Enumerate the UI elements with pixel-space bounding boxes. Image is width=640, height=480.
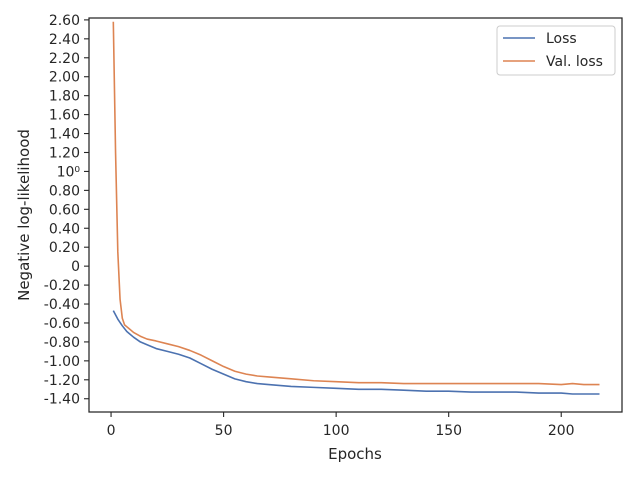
y-axis: 2.60 2.40 2.20 2.00 1.80 1.60 1.40 1.20 10⁰ 0.80 0… bbox=[44, 13, 89, 408]
y-tick-label: 1.60 bbox=[49, 108, 80, 124]
x-tick-label: 150 bbox=[435, 423, 462, 439]
y-tick-label: 0.40 bbox=[49, 221, 80, 237]
x-tick-label: 100 bbox=[323, 423, 350, 439]
y-tick-label: 0 bbox=[71, 259, 80, 275]
x-axis-title: Epochs bbox=[328, 445, 382, 463]
legend: Loss Val. loss bbox=[496, 25, 616, 76]
series-line-loss bbox=[112, 310, 600, 395]
y-tick-label: -1.40 bbox=[44, 392, 80, 408]
y-tick-label: 0.60 bbox=[49, 202, 80, 218]
y-tick-label: 2.20 bbox=[49, 51, 80, 67]
legend-label-loss: Loss bbox=[546, 31, 577, 47]
x-tick-label: 50 bbox=[215, 423, 233, 439]
y-tick-label: 0.80 bbox=[49, 183, 80, 199]
y-tick-label: -1.20 bbox=[44, 373, 80, 389]
series-group bbox=[112, 21, 600, 395]
y-tick-label: 1.40 bbox=[49, 127, 80, 143]
series-line-val-loss bbox=[112, 21, 600, 386]
y-tick-label: 2.60 bbox=[49, 13, 80, 29]
y-tick-label: -0.80 bbox=[44, 335, 80, 351]
x-tick-label: 200 bbox=[548, 423, 575, 439]
x-tick-label: 0 bbox=[107, 423, 116, 439]
y-axis-title: Negative log-likelihood bbox=[15, 129, 33, 301]
y-tick-label: -0.20 bbox=[44, 278, 80, 294]
y-tick-label: -0.60 bbox=[44, 316, 80, 332]
x-axis: 0 50 100 150 200 bbox=[107, 412, 575, 439]
y-tick-label: 1.20 bbox=[49, 145, 80, 161]
y-tick-label: -1.00 bbox=[44, 354, 80, 370]
y-tick-label: 2.00 bbox=[49, 70, 80, 86]
y-tick-label: 1.80 bbox=[49, 89, 80, 105]
y-tick-label: 10⁰ bbox=[57, 164, 81, 180]
y-tick-label: -0.40 bbox=[44, 297, 80, 313]
legend-label-val-loss: Val. loss bbox=[546, 54, 603, 70]
plot-frame bbox=[88, 17, 623, 413]
y-tick-label: 2.40 bbox=[49, 32, 80, 48]
y-tick-label: 0.20 bbox=[49, 240, 80, 256]
plot-area bbox=[88, 17, 623, 413]
